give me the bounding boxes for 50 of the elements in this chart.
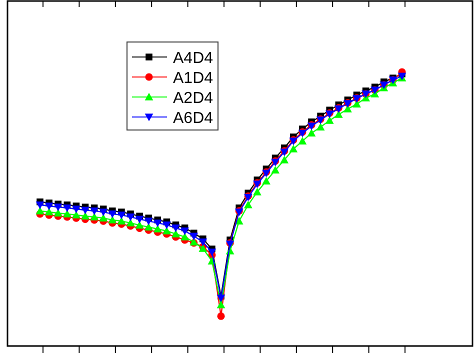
point: [108, 216, 117, 224]
point: [280, 156, 289, 164]
point: [117, 212, 126, 220]
point: [62, 204, 72, 212]
point: [44, 208, 54, 216]
legend-label: A6D4: [173, 110, 214, 127]
point: [44, 202, 54, 210]
point: [99, 208, 108, 216]
point: [135, 216, 144, 224]
point: [126, 218, 135, 226]
point: [126, 214, 135, 222]
point: [162, 226, 171, 234]
point: [180, 228, 189, 236]
point: [316, 122, 325, 130]
point: [81, 206, 90, 214]
point: [54, 208, 62, 217]
point: [36, 206, 44, 214]
point: [144, 218, 153, 226]
point: [172, 230, 180, 238]
point: [36, 201, 44, 210]
legend-label: A4D4: [173, 50, 214, 67]
point: [253, 188, 262, 196]
point: [162, 221, 171, 230]
point: [271, 166, 280, 174]
point: [217, 312, 225, 320]
point: [62, 210, 72, 218]
point: [190, 232, 198, 240]
point: [180, 232, 189, 240]
point: [72, 210, 80, 218]
point: [289, 144, 298, 152]
point: [153, 220, 162, 228]
point: [90, 208, 98, 216]
legend-label: A2D4: [173, 90, 214, 107]
point: [72, 206, 80, 214]
point: [108, 210, 117, 218]
point: [307, 128, 316, 136]
point: [298, 136, 307, 144]
legend-label: A1D4: [173, 70, 214, 87]
point: [172, 224, 180, 232]
point: [325, 116, 334, 124]
point: [144, 222, 153, 230]
point: [153, 224, 162, 232]
point: [208, 248, 216, 256]
point: [198, 238, 208, 246]
point: [262, 176, 270, 184]
point: [54, 204, 62, 212]
point: [216, 294, 226, 302]
point: [90, 212, 98, 220]
point: [99, 214, 108, 222]
point: [244, 200, 252, 208]
